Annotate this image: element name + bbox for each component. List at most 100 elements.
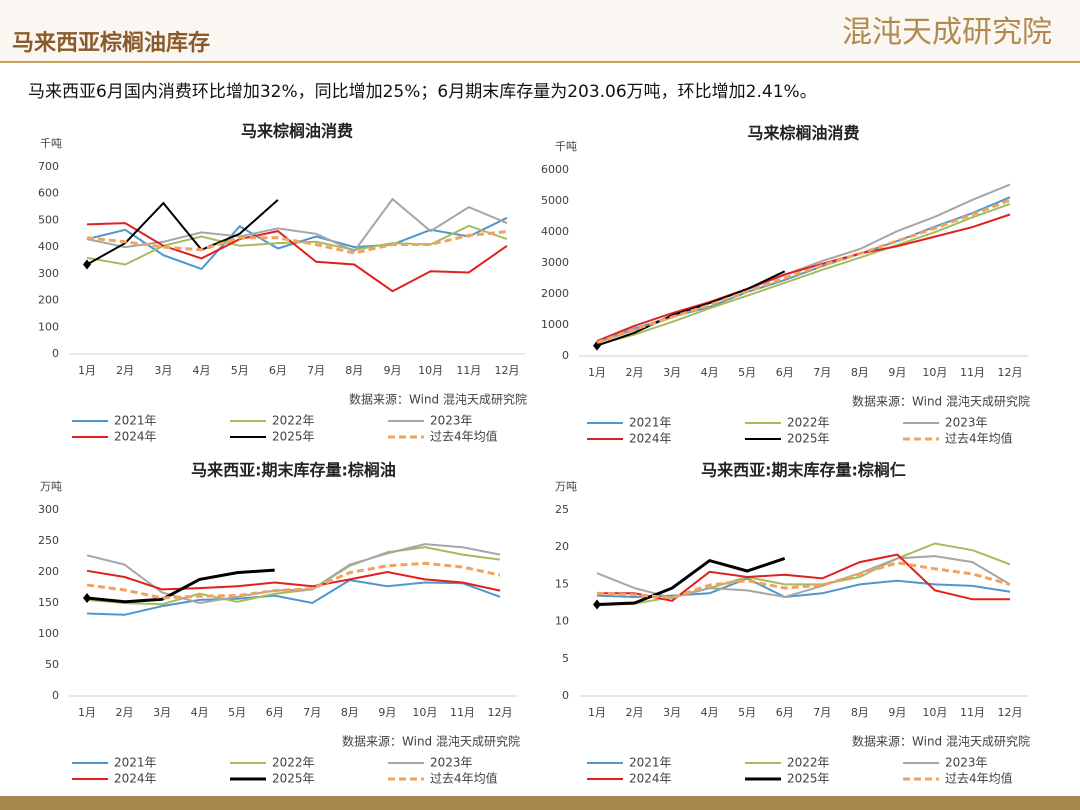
footer-band [0,796,1080,810]
legend-label: 2021年 [629,756,672,770]
x-tick-label: 2月 [116,364,134,377]
x-tick-label: 9月 [888,366,906,379]
x-tick-label: 3月 [663,706,681,719]
x-tick-label: 2月 [626,706,644,719]
y-axis-label: 千吨 [555,140,577,153]
legend-label: 2023年 [430,756,473,770]
series-line [86,222,508,293]
legend-label: 2022年 [787,756,830,770]
x-tick-label: 4月 [701,366,719,379]
x-tick-label: 10月 [922,706,947,719]
series-line [86,561,501,600]
y-tick-label: 0 [52,689,59,702]
x-tick-label: 10月 [418,364,443,377]
x-tick-label: 8月 [851,706,869,719]
series-line [86,230,508,255]
start-marker [83,593,91,604]
x-tick-label: 12月 [998,706,1023,719]
start-marker [83,259,91,270]
legend-label: 过去4年均值 [430,429,498,444]
x-tick-label: 9月 [378,706,396,719]
x-tick-label: 11月 [960,366,985,379]
x-tick-label: 9月 [888,706,906,719]
series-line [86,543,501,605]
x-tick-label: 8月 [851,366,869,379]
series-line [596,198,1011,344]
x-tick-label: 7月 [303,706,321,719]
y-tick-label: 5 [562,652,569,665]
x-tick-label: 11月 [450,706,475,719]
y-tick-label: 500 [38,213,59,226]
x-tick-label: 4月 [191,706,209,719]
y-tick-label: 1000 [541,318,569,331]
x-tick-label: 11月 [456,364,481,377]
y-tick-label: 0 [562,689,569,702]
x-tick-label: 5月 [738,706,756,719]
legend-label: 2023年 [945,416,988,430]
y-tick-label: 250 [38,534,59,547]
legend-label: 2024年 [629,772,672,786]
y-tick-label: 3000 [541,256,569,269]
y-tick-label: 25 [555,503,569,516]
series-line [596,183,1011,344]
x-tick-label: 11月 [960,706,985,719]
x-tick-label: 2月 [116,706,134,719]
series-line [596,270,786,347]
x-tick-label: 4月 [701,706,719,719]
x-tick-label: 12月 [998,366,1023,379]
series-line [86,569,501,592]
y-tick-label: 0 [562,349,569,362]
y-tick-label: 20 [555,540,569,553]
series-line [596,556,786,606]
y-tick-label: 6000 [541,163,569,176]
legend-label: 2024年 [114,772,157,786]
source-note: 数据来源：Wind 混沌天成研究院 [852,394,1030,409]
x-tick-label: 3月 [153,706,171,719]
chart-title: 马来西亚:期末库存量:棕榈油 [191,461,396,480]
x-tick-label: 1月 [78,364,96,377]
summary: 马来西亚6月国内消费环比增加32%，同比增加25%；6月期末库存量为203.06… [28,82,817,102]
x-tick-label: 1月 [588,366,606,379]
x-tick-label: 6月 [776,706,794,719]
x-tick-label: 6月 [776,366,794,379]
x-tick-label: 5月 [738,366,756,379]
y-axis-label: 千吨 [40,137,62,150]
logo: 混沌天成研究院 [842,15,1052,50]
legend-label: 2025年 [272,430,315,444]
x-tick-label: 8月 [345,364,363,377]
y-tick-label: 15 [555,577,569,590]
y-tick-label: 4000 [541,225,569,238]
x-tick-label: 2月 [626,366,644,379]
y-tick-label: 200 [38,565,59,578]
chart-title: 马来棕榈油消费 [241,122,353,141]
legend-label: 过去4年均值 [430,771,498,786]
series-line [86,568,275,604]
x-tick-label: 3月 [663,366,681,379]
legend-label: 2021年 [114,414,157,428]
x-tick-label: 9月 [383,364,401,377]
x-tick-label: 10月 [922,366,947,379]
y-tick-label: 600 [38,187,59,200]
start-marker [593,599,601,610]
header-title: 马来西亚棕榈油库存 [12,30,210,56]
x-tick-label: 6月 [266,706,284,719]
series-line [596,561,1011,600]
y-tick-label: 100 [38,627,59,640]
y-tick-label: 2000 [541,287,569,300]
series-line [596,213,1011,342]
legend-label: 2024年 [114,430,157,444]
x-tick-label: 1月 [588,706,606,719]
y-tick-label: 300 [38,267,59,280]
legend-label: 2023年 [945,756,988,770]
source-note: 数据来源：Wind 混沌天成研究院 [852,734,1030,749]
legend-label: 2022年 [272,414,315,428]
x-tick-label: 3月 [154,364,172,377]
x-tick-label: 6月 [269,364,287,377]
y-tick-label: 10 [555,615,569,628]
legend-label: 过去4年均值 [945,431,1013,446]
y-tick-label: 0 [52,347,59,360]
chart-title: 马来西亚:期末库存量:棕榈仁 [701,461,906,480]
source-note: 数据来源：Wind 混沌天成研究院 [342,734,520,749]
legend-label: 2023年 [430,414,473,428]
